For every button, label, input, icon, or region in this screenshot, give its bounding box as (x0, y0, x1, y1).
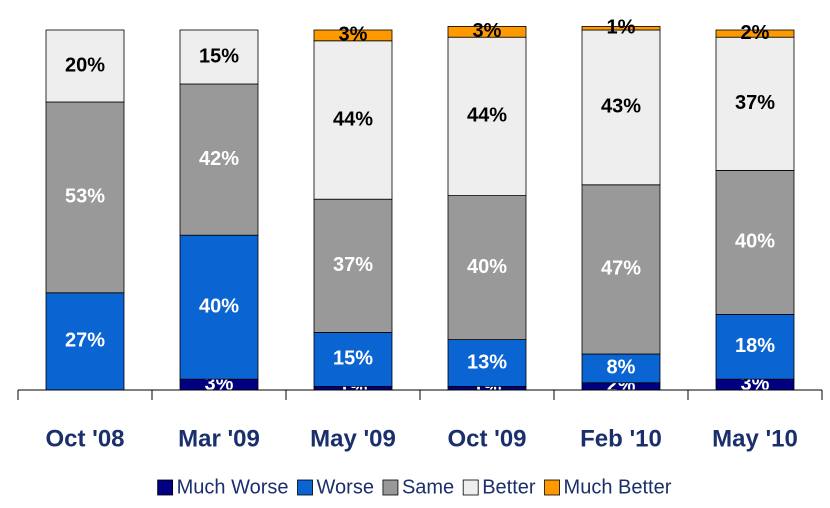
x-tick-label: Mar '09 (178, 425, 260, 452)
legend-swatch (544, 479, 560, 496)
legend-label: Worse (317, 476, 374, 498)
bar-segment (45, 29, 125, 103)
x-tick-label: May '10 (712, 425, 798, 452)
data-label: 20% (65, 54, 105, 76)
data-label: 37% (333, 254, 373, 276)
data-label: 27% (65, 330, 105, 352)
legend-label: Same (402, 476, 454, 498)
x-tick-label: May '09 (310, 425, 396, 452)
bar-segment (715, 29, 795, 38)
data-label: 40% (735, 231, 775, 253)
bar-segment (179, 234, 259, 380)
bar-segment (581, 29, 661, 186)
bar-segment (313, 198, 393, 333)
data-label: 1% (607, 16, 636, 38)
bar-segment (447, 25, 527, 38)
legend-swatch (157, 479, 174, 496)
data-label: 53% (65, 186, 105, 208)
bar-segment (179, 29, 259, 85)
legend-label: Much Worse (177, 476, 289, 498)
bar-segment (581, 25, 661, 31)
data-label: 3% (473, 20, 502, 42)
bar-segment (45, 101, 125, 294)
legend-label: Much Better (564, 476, 672, 498)
data-label: 2% (741, 22, 770, 44)
legend-swatch (382, 479, 399, 496)
data-label: 44% (333, 108, 373, 130)
legend-swatch (462, 479, 479, 496)
legend-label: Better (482, 476, 536, 498)
bar-segment (447, 36, 527, 196)
data-label: 40% (199, 295, 239, 317)
data-label: 44% (467, 105, 507, 127)
data-label: 42% (199, 148, 239, 170)
data-label: 47% (601, 258, 641, 280)
data-label: 8% (607, 357, 636, 379)
bar-segment (313, 29, 393, 42)
bar-segment (447, 339, 527, 387)
x-tick-label: Feb '10 (580, 425, 662, 452)
data-label: 13% (467, 351, 507, 373)
data-label: 37% (735, 92, 775, 114)
data-label: 15% (199, 45, 239, 67)
x-tick-label: Oct '08 (45, 425, 124, 452)
bar-segment (715, 313, 795, 380)
legend-swatch (297, 479, 313, 496)
data-label: 43% (601, 96, 641, 118)
data-label: 3% (339, 24, 368, 46)
data-label: 40% (467, 256, 507, 278)
data-label: 15% (333, 348, 373, 370)
bar-segment (447, 195, 527, 341)
bar-segment (715, 36, 795, 171)
x-tick-label: Oct '09 (447, 425, 526, 452)
bar-segment (313, 40, 393, 200)
data-label: 18% (735, 335, 775, 357)
bar-segment (45, 292, 125, 391)
